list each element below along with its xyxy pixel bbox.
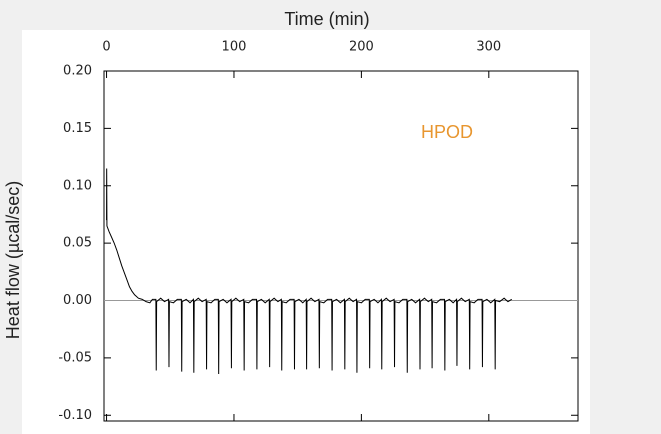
annotation: HPOD [421,122,473,142]
x-axis-title: Time (min) [284,9,369,29]
y-tick-label: 0.15 [63,121,92,136]
y-tick-label: 0.10 [63,178,92,193]
plot-background [22,30,590,434]
x-tick-label: 300 [476,40,501,55]
y-tick-label: 0.05 [63,236,92,251]
y-tick-label: -0.05 [58,350,92,365]
y-tick-label: 0.20 [63,64,92,79]
y-tick-label: 0.00 [63,293,92,308]
x-tick-label: 100 [222,40,247,55]
x-tick-label: 0 [102,40,110,55]
plot-frame [103,70,579,422]
y-axis-title: Heat flow (µcal/sec) [3,181,23,339]
data-line [106,168,512,374]
x-tick-label: 200 [349,40,374,55]
y-tick-label: -0.10 [58,408,92,423]
